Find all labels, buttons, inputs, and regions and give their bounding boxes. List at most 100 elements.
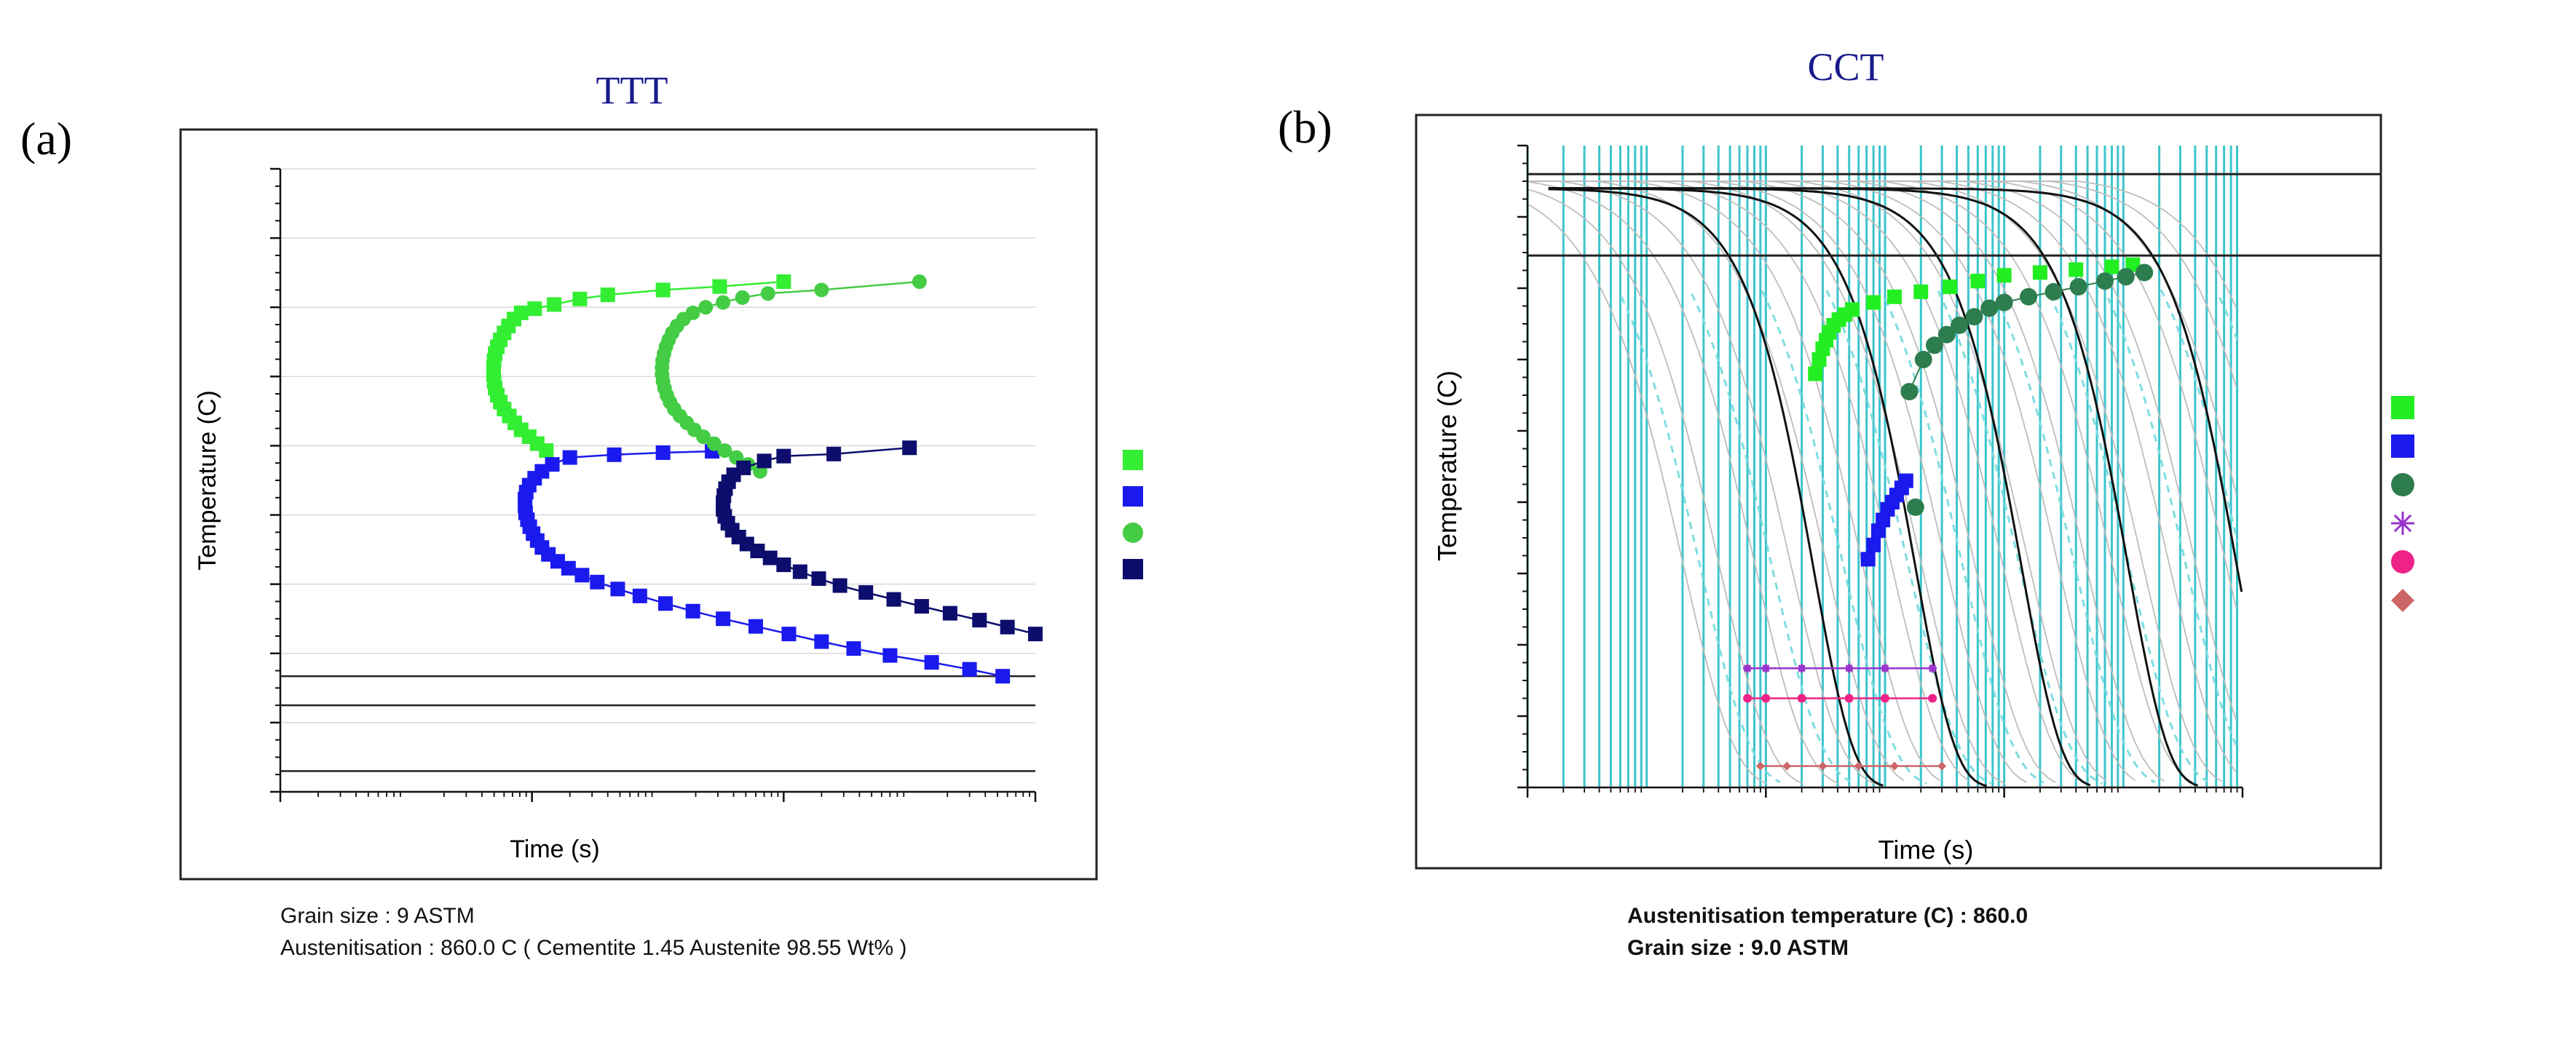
panel-b-series-0-point xyxy=(2069,262,2084,277)
panel-a-series-3-point xyxy=(858,585,874,600)
panel-a-series-1-point xyxy=(590,574,605,589)
panel-b-series-2-point xyxy=(2117,268,2135,286)
panel-a-y-axis-label: Temperature (C) xyxy=(194,390,221,571)
panel-b-title: CCT xyxy=(1807,45,1884,89)
panel-a-series-1-point xyxy=(924,655,939,670)
panel-b-series-2-point xyxy=(1937,325,1956,344)
panel-a-series-3-point xyxy=(776,448,791,464)
panel-b-series-2-point xyxy=(1980,299,1999,317)
panel-a-series-1-point xyxy=(814,634,829,649)
panel-a: (a) TTT Time (s) Temperature (C) Grain s… xyxy=(20,68,1143,960)
panel-a-series-1-point xyxy=(995,669,1011,684)
panel-b-dashed-curve xyxy=(2219,297,2239,341)
panel-a-series-1-point xyxy=(882,648,898,663)
panel-b-cooling-curve xyxy=(1528,180,1876,785)
panel-a-title: TTT xyxy=(596,68,668,112)
panel-a-series-2-point xyxy=(912,274,927,290)
panel-b-dashed-curve xyxy=(1884,298,2044,784)
panel-b-series-3-point xyxy=(1742,664,1752,673)
panel-a-caption-grain-size: Grain size : 9 ASTM xyxy=(280,904,475,928)
panel-b-series-2-point xyxy=(2069,278,2087,296)
panel-a-series-0-point xyxy=(527,301,542,317)
panel-b-series-5-point xyxy=(1854,761,1863,771)
panel-a-series-0-point xyxy=(547,297,562,312)
panel-a-series-3-point xyxy=(792,564,807,579)
panel-b-series-2-point xyxy=(1951,316,1969,334)
panel-b-dashed-curve xyxy=(2107,298,2239,748)
panel-a-series-1-point xyxy=(545,457,560,472)
panel-a-letter: (a) xyxy=(20,113,72,164)
panel-b-series-2-point xyxy=(2136,263,2154,282)
panel-a-legend-swatch xyxy=(1123,559,1143,579)
panel-b-series-2-point xyxy=(1995,293,2013,311)
panel-b-series-4-point xyxy=(1797,694,1806,703)
panel-b-series-4-point xyxy=(1928,694,1937,703)
panel-b-series-4-point xyxy=(1881,694,1889,703)
panel-a-caption-austenitisation: Austenitisation : 860.0 C ( Cementite 1.… xyxy=(280,936,906,960)
panel-a-series-3-point xyxy=(1028,627,1043,642)
panel-a-legend-swatch xyxy=(1123,450,1143,470)
panel-b-letter: (b) xyxy=(1278,101,1332,153)
panel-a-series-1-point xyxy=(655,445,671,460)
panel-a-legend-swatch xyxy=(1123,523,1143,543)
panel-b-dashed-curve xyxy=(1937,290,2103,785)
panel-b-cooling-curve xyxy=(1527,180,1839,785)
panel-b-legend-swatch xyxy=(2391,473,2414,496)
panel-b-caption-grain-size: Grain size : 9.0 ASTM xyxy=(1627,936,1849,960)
panel-a-series-1-point xyxy=(685,603,700,619)
panel-a-legend xyxy=(1123,450,1143,579)
panel-b-series-0-point xyxy=(1844,302,1860,317)
panel-b-series-2-point xyxy=(2095,272,2114,290)
panel-a-series-2-point xyxy=(706,436,722,451)
panel-b-cooling-curve xyxy=(1528,180,2237,309)
panel-a-series-3-point xyxy=(756,453,772,469)
panel-b-series-0-point xyxy=(1866,295,1881,310)
panel-b-series-2-point xyxy=(1925,336,1943,354)
panel-a-series-2-point xyxy=(717,443,732,458)
panel-b-series-5-point xyxy=(1782,761,1792,771)
panel-a-series-3-point xyxy=(762,550,778,565)
panel-a-series-3-point xyxy=(1000,619,1015,635)
panel-b-series-3-point xyxy=(1761,664,1771,673)
panel-b-series-3-point xyxy=(1881,664,1889,673)
panel-b-series-0-point xyxy=(1943,279,1958,295)
panel-a-series-0-point xyxy=(776,274,791,290)
panel-b-series-5-point xyxy=(1937,761,1947,771)
panel-b-series-4-point xyxy=(1742,694,1752,703)
panel-a-series-1-point xyxy=(962,662,977,677)
panel-a-series-3-point xyxy=(972,613,987,628)
panel-b-series-1-point xyxy=(1860,552,1876,567)
panel-a-plot xyxy=(270,167,1043,802)
panel-b-legend-swatch xyxy=(2391,396,2414,419)
panel-a-series-3-point xyxy=(811,571,826,587)
panel-a-series-0-point xyxy=(712,279,727,294)
panel-b-series-3-point xyxy=(1797,664,1806,673)
panel-a-series-3-point xyxy=(776,557,791,573)
panel-b-series-4-point xyxy=(1761,694,1771,703)
panel-b-series-2-point xyxy=(1914,351,1932,368)
panel-a-series-0-point xyxy=(655,282,671,298)
panel-a-series-2-point xyxy=(814,282,829,298)
panel-b-series-1-point xyxy=(1898,473,1913,488)
panel-b-x-axis-label: Time (s) xyxy=(1878,835,1974,865)
panel-a-series-3-point xyxy=(902,440,917,456)
panel-a-series-2-point xyxy=(735,290,750,305)
panel-a-series-0-point xyxy=(600,287,615,303)
panel-a-series-3-point xyxy=(886,592,901,607)
panel-a-series-1-point xyxy=(657,596,673,611)
panel-b-series-2-point xyxy=(1900,383,1919,401)
panel-a-series-0-point xyxy=(572,291,588,306)
panel-b-series-0-point xyxy=(2125,257,2141,272)
panel-b-legend-swatch xyxy=(2391,434,2414,458)
panel-b-series-1-point xyxy=(1866,537,1881,552)
panel-a-series-2-point xyxy=(698,300,714,315)
panel-b-series-2-point xyxy=(2044,282,2063,301)
panel-a-series-2-point xyxy=(685,305,700,320)
panel-b-dashed-curve xyxy=(1691,293,1851,783)
panel-a-series-2-point xyxy=(760,286,775,301)
panel-a-series-1-point xyxy=(632,588,647,603)
panel-b-series-0-point xyxy=(1970,274,1986,289)
panel-b-main-cooling-curve xyxy=(1548,188,1884,787)
panel-a-series-0-point xyxy=(513,305,529,320)
panel-b-series-0-point xyxy=(1808,366,1823,381)
